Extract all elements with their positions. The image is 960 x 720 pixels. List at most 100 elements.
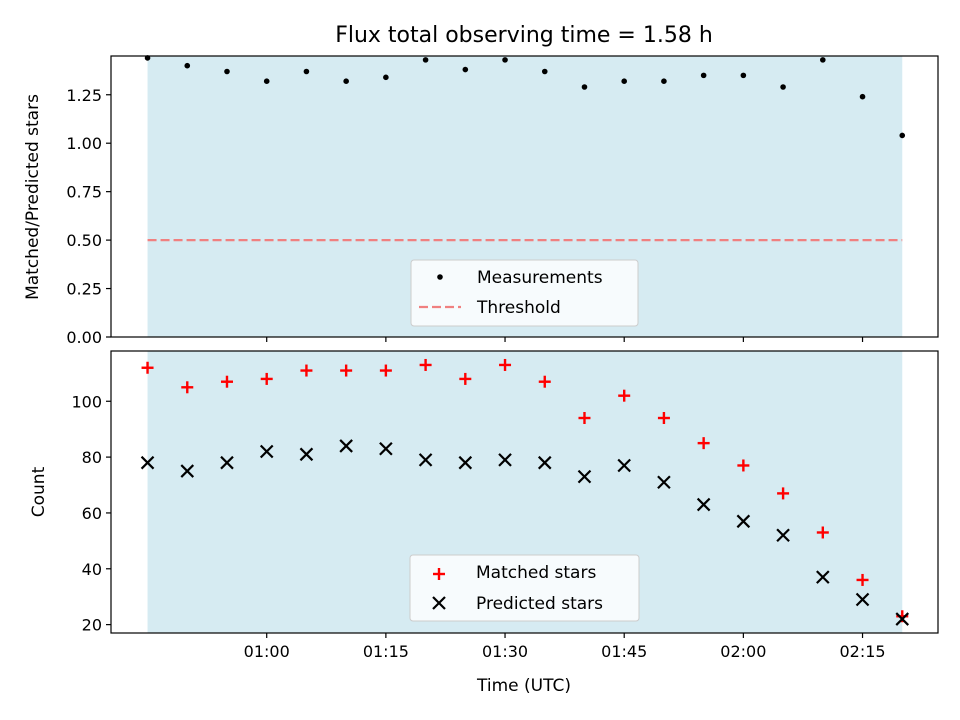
legend-measurements-label: Measurements <box>477 268 603 288</box>
top-y-tick-label: 1.00 <box>66 134 102 153</box>
predicted-star-point <box>816 570 830 584</box>
matched-star-point <box>578 412 591 425</box>
matched-star-points <box>141 358 909 623</box>
predicted-star-points <box>140 439 910 626</box>
measurement-point <box>581 84 588 90</box>
predicted-star-point <box>657 475 671 490</box>
x-tick-label: 01:00 <box>244 642 290 661</box>
x-tick-label: 01:45 <box>601 642 647 661</box>
top-y-axis-label: Matched/Predicted stars <box>23 94 43 300</box>
predicted-star-point <box>577 469 592 484</box>
legend-dot-marker <box>437 274 443 280</box>
matched-star-point <box>538 375 551 388</box>
predicted-star-point <box>180 464 195 478</box>
top-y-tick-label: 0.50 <box>66 231 102 250</box>
predicted-star-point <box>895 612 910 626</box>
legend-predicted-label: Predicted stars <box>476 594 603 614</box>
chart-title: Flux total observing time = 1.58 h <box>335 23 713 48</box>
predicted-star-point <box>498 453 512 467</box>
predicted-star-point <box>140 455 155 470</box>
x-tick-label: 02:00 <box>720 642 766 661</box>
matched-star-point <box>499 358 512 371</box>
predicted-star-point <box>736 514 751 529</box>
predicted-star-point <box>339 439 353 453</box>
predicted-star-point <box>617 458 631 473</box>
legend-x-marker <box>432 596 446 610</box>
bottom-y-tick-label: 40 <box>82 560 102 579</box>
top-x-ticks <box>266 337 864 342</box>
bottom-y-tick-label: 100 <box>71 392 102 411</box>
measurement-point <box>263 78 270 84</box>
matched-star-point <box>816 526 829 539</box>
measurement-points <box>144 55 906 139</box>
bottom-y-tick-label: 80 <box>82 448 102 467</box>
matched-star-point <box>856 573 869 586</box>
measurement-point <box>621 78 628 84</box>
measurement-point <box>303 68 310 75</box>
top-y-tick-label: 0.00 <box>66 328 102 347</box>
measurement-point <box>820 57 826 63</box>
legend-plus-marker <box>433 568 445 580</box>
matched-star-point <box>657 412 670 425</box>
bottom-legend: Matched stars Predicted stars <box>409 554 640 622</box>
matched-star-point <box>737 459 750 472</box>
bottom-y-tick-label: 60 <box>82 504 102 523</box>
matched-star-point <box>181 381 194 394</box>
predicted-star-point <box>220 455 234 470</box>
matched-star-point <box>618 389 631 402</box>
predicted-star-point <box>776 528 790 543</box>
top-y-ticks: 0.00 0.25 0.50 0.75 1.00 1.25 <box>66 86 111 347</box>
bottom-panel: 20 40 60 80 100 01:00 01:15 01:30 01:45 02:00 02:… <box>29 350 939 696</box>
matched-star-point <box>459 372 472 385</box>
top-axes-frame <box>110 55 939 338</box>
matched-star-point <box>340 364 353 377</box>
top-y-tick-label: 1.25 <box>66 86 102 105</box>
matched-star-point <box>300 364 313 377</box>
top-panel: 0.00 0.25 0.50 0.75 1.00 1.25 Matched/Predict… <box>23 55 939 347</box>
measurement-point <box>859 93 866 100</box>
measurement-point <box>740 72 747 79</box>
predicted-star-point <box>379 441 393 456</box>
x-tick-label: 02:15 <box>839 642 885 661</box>
measurement-point <box>541 68 548 75</box>
bottom-y-axis-label: Count <box>29 466 49 517</box>
measurement-point <box>700 72 707 79</box>
matched-star-point <box>419 358 432 371</box>
measurement-point <box>383 74 389 81</box>
bottom-y-ticks: 20 40 60 80 100 <box>71 392 111 635</box>
x-tick-label: 01:30 <box>482 642 528 661</box>
measurement-point <box>661 78 667 84</box>
legend-matched-label: Matched stars <box>476 563 596 583</box>
legend-threshold-label: Threshold <box>476 298 561 318</box>
measurement-point <box>184 62 191 69</box>
predicted-star-point <box>458 455 473 470</box>
predicted-star-point <box>537 455 552 470</box>
predicted-star-point <box>299 447 314 462</box>
measurement-point <box>780 84 786 90</box>
predicted-star-point <box>418 453 433 467</box>
matched-star-point <box>697 437 710 450</box>
matched-star-point <box>260 372 273 385</box>
measurement-point <box>462 66 469 73</box>
bottom-x-ticks: 01:00 01:15 01:30 01:45 02:00 02:15 <box>244 633 886 661</box>
x-axis-label: Time (UTC) <box>476 676 571 696</box>
top-legend: Measurements Threshold <box>410 259 639 327</box>
predicted-star-point <box>696 497 711 512</box>
matched-star-point <box>777 487 790 500</box>
measurement-point <box>224 68 230 75</box>
bottom-y-tick-label: 20 <box>82 616 102 635</box>
matched-star-point <box>141 361 154 374</box>
predicted-star-point <box>855 592 870 607</box>
x-tick-label: 01:15 <box>363 642 409 661</box>
top-y-tick-label: 0.75 <box>66 183 102 202</box>
matched-star-point <box>220 375 233 388</box>
bottom-axes-frame <box>110 350 939 634</box>
matched-star-point <box>379 364 392 377</box>
measurement-point <box>502 57 508 63</box>
measurement-point <box>343 78 349 84</box>
measurement-point <box>422 57 429 63</box>
predicted-star-point <box>259 444 274 459</box>
top-y-tick-label: 0.25 <box>66 280 102 299</box>
measurement-point <box>899 132 906 139</box>
